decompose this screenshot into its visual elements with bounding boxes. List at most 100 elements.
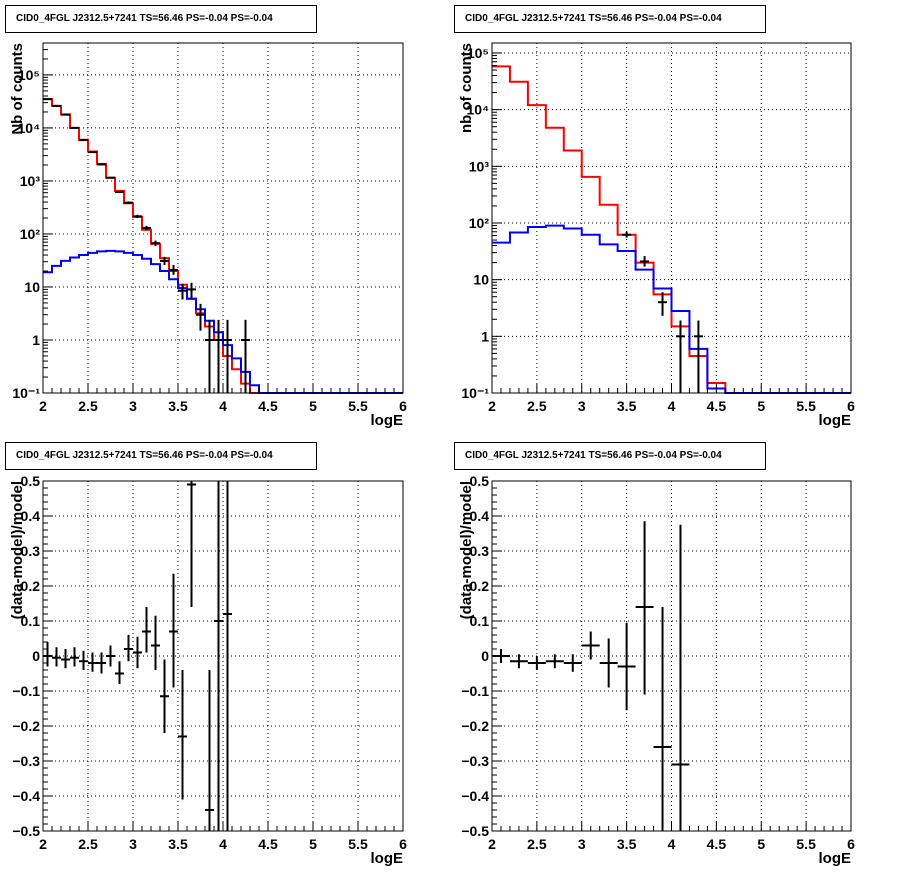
data-point	[88, 151, 97, 154]
x-tick-label: 6	[847, 836, 855, 852]
grid	[492, 43, 851, 393]
data-point	[675, 320, 685, 393]
panel-bottom-right: CID0_4FGL J2312.5+7241 TS=56.46 PS=-0.04…	[449, 437, 898, 875]
data-points	[622, 231, 703, 393]
data-point	[617, 622, 636, 711]
x-tick-label: 3.5	[617, 398, 637, 414]
y-tick-label: −0.4	[461, 788, 489, 804]
y-tick-label: 10⁻¹	[12, 385, 40, 401]
y-tick-label: 1	[32, 332, 40, 348]
y-tick-label: 10⁴	[18, 120, 41, 136]
x-tick-label: 4	[668, 836, 676, 852]
y-axis-label: Nb of counts	[9, 43, 26, 135]
grid	[492, 481, 851, 831]
data-point	[178, 670, 187, 800]
data-point	[169, 573, 178, 688]
data-point	[97, 163, 106, 166]
y-tick-label: −0.5	[12, 823, 40, 839]
y-tick-label: −0.4	[12, 788, 40, 804]
x-tick-label: 3	[578, 398, 586, 414]
x-tick-label: 4	[219, 398, 227, 414]
x-tick-label: 2	[39, 836, 47, 852]
x-tick-label: 3.5	[168, 398, 188, 414]
x-tick-label: 5.5	[348, 398, 368, 414]
y-tick-label: 10²	[20, 226, 41, 242]
x-tick-label: 5	[309, 836, 317, 852]
x-tick-label: 5	[309, 398, 317, 414]
data-point	[160, 256, 169, 265]
data-point	[142, 607, 151, 653]
y-tick-label: 10⁵	[18, 67, 40, 83]
x-tick-label: 4.5	[258, 398, 278, 414]
data-point	[169, 264, 178, 275]
data-point	[133, 636, 142, 669]
data-point	[581, 631, 600, 660]
y-tick-label: 0	[32, 648, 40, 664]
y-tick-label: 0.5	[470, 473, 490, 489]
x-tick-label: 6	[847, 398, 855, 414]
y-tick-label: 10²	[469, 215, 490, 231]
y-tick-label: 0.1	[470, 613, 490, 629]
x-axis-label: logE	[371, 412, 404, 429]
data-point	[178, 283, 187, 300]
data-point	[151, 615, 160, 670]
data-point	[599, 638, 618, 688]
data-point	[527, 656, 546, 670]
y-tick-label: 0.1	[21, 613, 41, 629]
data-point	[187, 481, 196, 607]
x-tick-label: 5	[757, 398, 765, 414]
x-tick-label: 4.5	[258, 836, 278, 852]
panel-title: CID0_4FGL J2312.5+7241 TS=56.46 PS=-0.04…	[454, 5, 766, 33]
data-point	[106, 176, 115, 179]
data-point	[545, 654, 564, 669]
data-point	[563, 654, 582, 672]
data-point	[61, 113, 70, 116]
y-tick-label: 10⁵	[467, 45, 489, 61]
data-point	[635, 521, 654, 695]
y-axis-label: nb of counts	[458, 43, 475, 133]
counts-histogram-chart: 2 2.5 3 3.5 4 4.5 5 5.5 6 10⁻¹ 1 10 10² 10³ 10⁴ 10⁵ logE…	[9, 42, 407, 429]
y-tick-label: 10⁴	[467, 102, 490, 118]
data-point	[70, 126, 79, 129]
y-axis-label: (data-model)/model	[9, 481, 26, 619]
y-tick-label: 0.2	[21, 578, 41, 594]
x-tick-label: 5.5	[796, 398, 816, 414]
data-point	[187, 282, 196, 299]
y-tick-label: 0.5	[21, 473, 41, 489]
y-tick-label: 0.4	[470, 508, 490, 524]
x-tick-label: 3	[578, 836, 586, 852]
data-point	[640, 256, 650, 267]
data-point	[223, 319, 232, 393]
x-tick-label: 4.5	[707, 836, 727, 852]
y-tick-label: 10	[24, 279, 40, 295]
panel-top-left: CID0_4FGL J2312.5+7241 TS=56.46 PS=-0.04…	[0, 0, 449, 437]
x-tick-label: 2	[488, 398, 496, 414]
y-axis-label: (data-model)/model	[458, 481, 475, 619]
data-point	[115, 190, 124, 193]
counts-histogram-chart: 2 2.5 3 3.5 4 4.5 5 5.5 6 10⁻¹ 1 10 10² 10³ 10⁴ 10⁵ logE…	[458, 42, 855, 429]
data-point	[241, 319, 250, 393]
data-point	[124, 201, 133, 204]
y-tick-label: −0.2	[461, 718, 489, 734]
y-tick-label: −0.5	[461, 823, 489, 839]
data-point	[196, 303, 205, 331]
x-tick-label: 6	[399, 398, 407, 414]
data-point	[124, 635, 133, 662]
grid	[43, 481, 403, 831]
y-tick-label: 1	[481, 328, 489, 344]
y-tick-label: 0.4	[21, 508, 41, 524]
y-tick-label: 0	[481, 648, 489, 664]
panel-bottom-left: CID0_4FGL J2312.5+7241 TS=56.46 PS=-0.04…	[0, 437, 449, 875]
y-tick-label: 10⁻¹	[461, 385, 489, 401]
y-tick-label: −0.1	[461, 683, 489, 699]
x-tick-label: 3.5	[617, 836, 637, 852]
x-tick-label: 2.5	[527, 398, 547, 414]
y-tick-label: −0.3	[461, 753, 489, 769]
data-point	[214, 319, 223, 393]
data-point	[52, 647, 61, 667]
x-tick-label: 2	[39, 398, 47, 414]
data-point	[509, 654, 528, 669]
x-tick-label: 4.5	[707, 398, 727, 414]
data-point	[693, 320, 703, 393]
x-axis-label: logE	[371, 850, 404, 867]
